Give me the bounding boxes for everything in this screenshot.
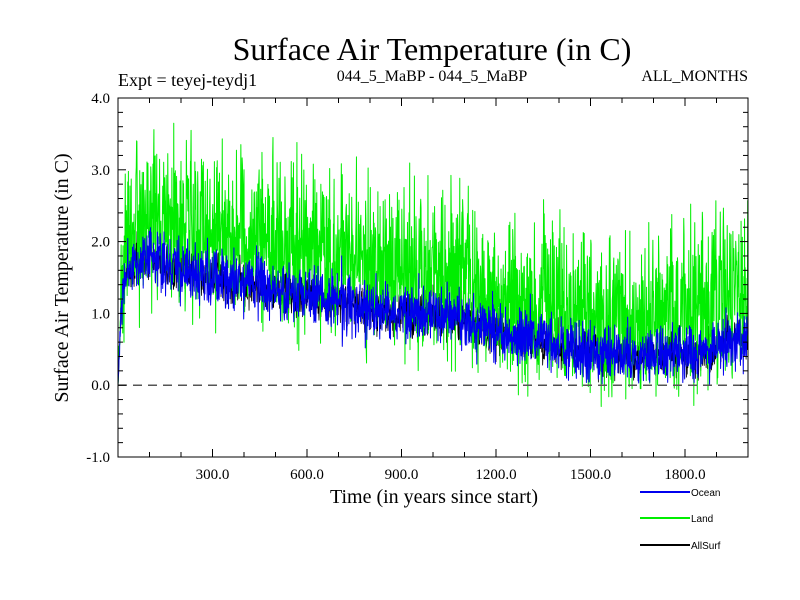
x-axis-label: Time (in years since start): [330, 486, 538, 508]
experiment-label: Expt = teyej-teydj1: [118, 70, 257, 90]
plot-area: [118, 122, 748, 407]
x-tick-label: 1500.0: [570, 467, 611, 483]
legend-label-ocean: Ocean: [691, 488, 720, 499]
x-tick-label: 1200.0: [475, 467, 516, 483]
y-tick-label: 4.0: [91, 91, 110, 107]
x-tick-label: 900.0: [385, 467, 419, 483]
y-tick-label: 1.0: [91, 306, 110, 322]
x-tick-label: 1800.0: [664, 467, 705, 483]
chart-title: Surface Air Temperature (in C): [233, 31, 632, 67]
series-line-land: [118, 122, 748, 407]
y-axis-label: Surface Air Temperature (in C): [51, 153, 73, 402]
y-tick-label: 2.0: [91, 235, 110, 251]
months-label: ALL_MONTHS: [641, 68, 748, 85]
series-line-ocean: [118, 227, 748, 386]
legend-label-land: Land: [691, 514, 713, 525]
axes: 300.0 600.0 900.0 1200.0 1500.0 1800.0 -1.0 0.0…: [86, 91, 749, 483]
x-tick-label: 600.0: [290, 467, 324, 483]
y-tick-label: -1.0: [86, 450, 110, 466]
y-tick-label: 3.0: [91, 163, 110, 179]
x-tick-label: 300.0: [196, 467, 230, 483]
comparison-label: 044_5_MaBP - 044_5_MaBP: [337, 68, 528, 85]
legend: Ocean Land AllSurf: [640, 488, 721, 552]
y-tick-label: 0.0: [91, 378, 110, 394]
legend-label-allsurf: AllSurf: [691, 541, 721, 552]
